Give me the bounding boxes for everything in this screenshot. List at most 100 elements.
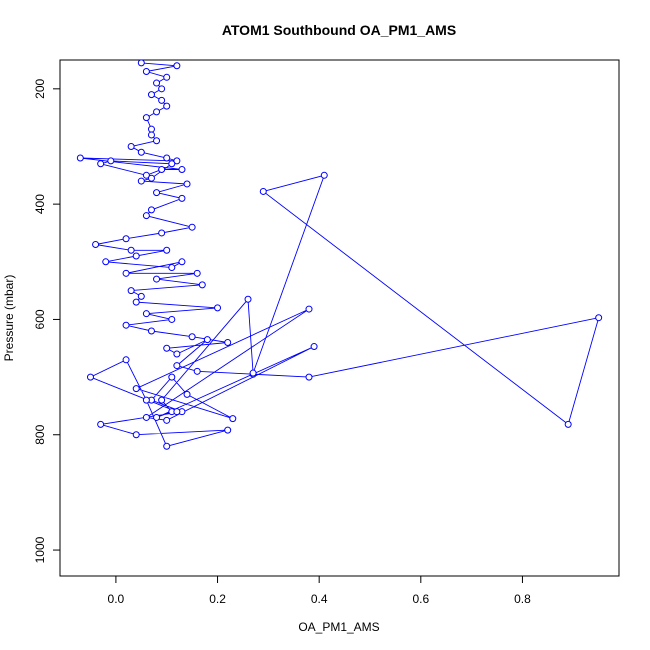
data-point (158, 85, 166, 93)
data-point (259, 187, 267, 195)
data-point (158, 229, 166, 237)
data-point (122, 356, 130, 364)
data-point (158, 166, 166, 174)
data-point (122, 321, 130, 329)
data-point (163, 102, 171, 110)
data-point (97, 420, 105, 428)
data-point (107, 157, 115, 165)
data-point (147, 131, 155, 139)
data-point (173, 350, 181, 358)
data-point (224, 339, 232, 347)
x-tick-label: 0.8 (514, 592, 531, 606)
data-point (127, 142, 135, 150)
data-point (142, 171, 150, 179)
data-point (92, 240, 100, 248)
data-point (178, 166, 186, 174)
x-axis-label: OA_PM1_AMS (298, 620, 379, 634)
data-point (158, 396, 166, 404)
data-point (86, 373, 94, 381)
data-point (163, 73, 171, 81)
x-tick-label: 0.6 (412, 592, 429, 606)
data-point (132, 298, 140, 306)
data-point (224, 426, 232, 434)
y-tick-label: 400 (33, 194, 47, 214)
data-point (168, 315, 176, 323)
data-point (153, 189, 161, 197)
data-point (153, 79, 161, 87)
data-point (183, 390, 191, 398)
plot-frame (59, 59, 620, 577)
data-point (147, 174, 155, 182)
data-point (305, 305, 313, 313)
y-axis-label: Pressure (mbar) (2, 275, 16, 362)
chart-title: ATOM1 Southbound OA_PM1_AMS (222, 22, 456, 38)
data-point (214, 304, 222, 312)
data-point (147, 206, 155, 214)
data-point (102, 258, 110, 266)
data-point (163, 442, 171, 450)
data-point (132, 431, 140, 439)
data-point (153, 275, 161, 283)
data-point (595, 314, 603, 322)
data-point (173, 62, 181, 70)
data-point (163, 344, 171, 352)
series-layer (76, 60, 603, 450)
data-point (142, 310, 150, 318)
data-point (188, 333, 196, 341)
series-line (80, 62, 600, 447)
data-point (173, 157, 181, 165)
data-point (183, 180, 191, 188)
data-point (305, 373, 313, 381)
data-point (168, 264, 176, 272)
data-point (127, 246, 135, 254)
data-point (142, 396, 150, 404)
data-point (122, 269, 130, 277)
data-point (122, 235, 130, 243)
data-point (198, 281, 206, 289)
data-point (188, 223, 196, 231)
y-tick-label: 600 (33, 309, 47, 329)
data-point (132, 385, 140, 393)
data-point (310, 343, 318, 351)
data-point (132, 252, 140, 260)
data-point (193, 367, 201, 375)
x-axis: 0.0 0.2 0.4 0.6 0.8 (108, 575, 531, 606)
data-point (203, 336, 211, 344)
data-point (142, 114, 150, 122)
y-axis: 200 400 600 800 1000 (33, 78, 61, 563)
data-point (168, 160, 176, 168)
data-point (147, 91, 155, 99)
data-point (147, 125, 155, 133)
data-point (153, 413, 161, 421)
x-tick-label: 0.0 (108, 592, 125, 606)
x-tick-label: 0.4 (311, 592, 328, 606)
data-point (153, 108, 161, 116)
data-point (564, 420, 572, 428)
data-point (76, 154, 84, 162)
data-point (137, 60, 145, 67)
x-tick-label: 0.2 (209, 592, 226, 606)
data-point (137, 148, 145, 156)
data-point (97, 160, 105, 168)
data-point (137, 292, 145, 300)
data-point (193, 269, 201, 277)
data-point (244, 295, 252, 303)
data-point (147, 327, 155, 335)
y-tick-label: 200 (33, 78, 47, 98)
data-point (173, 408, 181, 416)
y-tick-label: 1000 (33, 536, 47, 563)
y-tick-label: 800 (33, 424, 47, 444)
data-point (142, 212, 150, 220)
data-point (173, 362, 181, 370)
data-point (163, 246, 171, 254)
data-point (168, 373, 176, 381)
data-point (127, 287, 135, 295)
data-point (153, 137, 161, 145)
data-point (178, 258, 186, 266)
data-point (163, 154, 171, 162)
data-point (137, 177, 145, 185)
data-point (229, 415, 237, 423)
data-point (142, 413, 150, 421)
data-point (142, 68, 150, 76)
